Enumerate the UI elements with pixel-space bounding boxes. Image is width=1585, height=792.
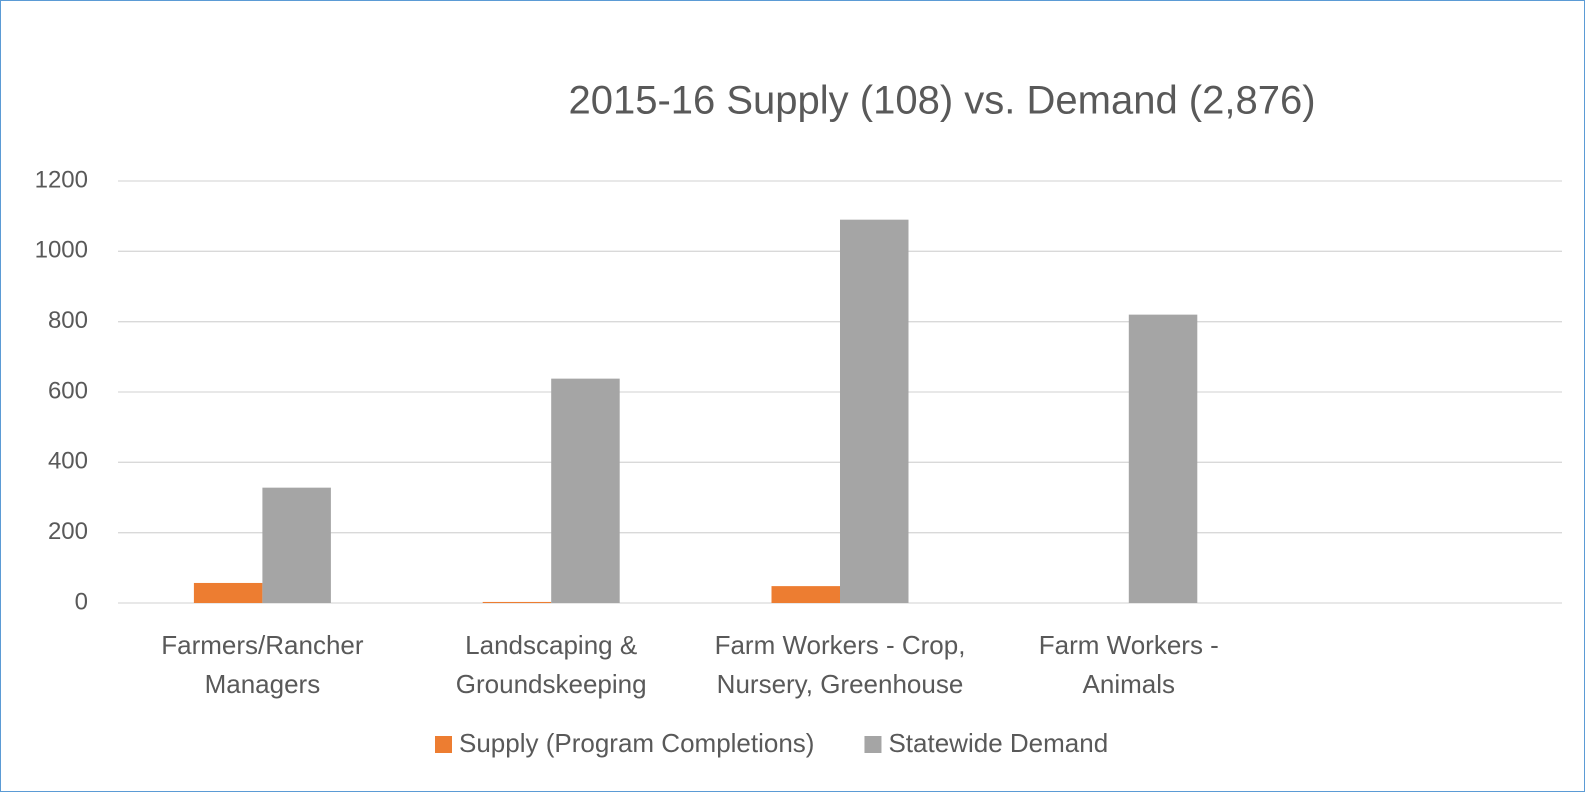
legend-swatch (864, 736, 882, 753)
y-tick-label: 600 (48, 377, 88, 404)
legend-label: Supply (Program Completions) (459, 728, 814, 758)
x-tick-label: Farm Workers - Animals (1038, 630, 1219, 699)
x-tick-label: Landscaping & Groundskeeping (455, 630, 647, 699)
y-tick-label: 1000 (35, 237, 88, 264)
legend-swatch (435, 736, 452, 753)
bar (482, 601, 552, 603)
y-tick-label: 200 (48, 518, 88, 545)
bar (840, 219, 909, 603)
chart-title: 2015-16 Supply (108) vs. Demand (2,876) (568, 79, 1315, 123)
bar (1128, 314, 1198, 603)
y-tick-label: 800 (48, 307, 88, 334)
y-tick-label: 0 (75, 588, 88, 615)
y-tick-label: 1200 (35, 166, 88, 193)
legend-label: Statewide Demand (888, 728, 1108, 758)
bar (262, 487, 331, 603)
bar (193, 582, 263, 603)
y-tick-label: 400 (48, 448, 88, 475)
x-tick-label: Farmers/Rancher Managers (161, 630, 364, 699)
x-tick-label: Farm Workers - Crop, Nursery, Greenhouse (714, 630, 966, 699)
bar (771, 586, 840, 603)
bar (551, 378, 620, 603)
